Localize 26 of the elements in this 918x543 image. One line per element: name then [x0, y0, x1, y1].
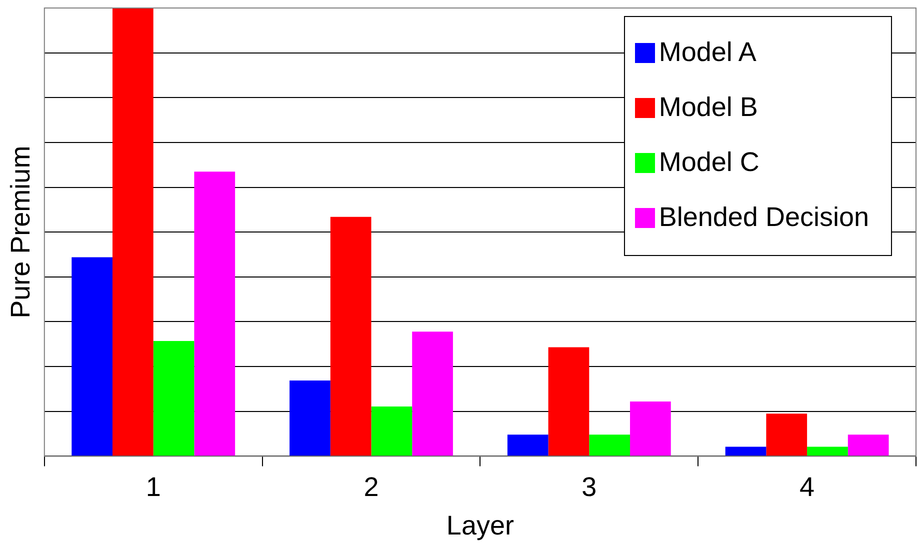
bar — [766, 414, 808, 456]
bar — [194, 172, 236, 456]
x-axis-title: Layer — [446, 510, 514, 540]
bar — [153, 341, 194, 456]
bar — [330, 216, 372, 456]
y-axis-title: Pure Premium — [6, 146, 36, 318]
bar — [630, 402, 671, 456]
bar — [725, 446, 766, 456]
bar — [507, 434, 548, 456]
bar — [807, 446, 848, 456]
bar — [72, 257, 112, 456]
bar — [589, 434, 630, 456]
x-tick-label: 4 — [800, 472, 815, 502]
legend-label: Model C — [658, 147, 760, 178]
bar — [290, 380, 330, 456]
bar — [371, 406, 412, 456]
bar — [112, 8, 154, 456]
legend-label: Model A — [658, 37, 756, 68]
bar — [548, 347, 590, 456]
legend-label: Blended Decision — [658, 202, 869, 233]
bar — [848, 434, 889, 456]
x-tick-label: 2 — [364, 472, 379, 502]
x-tick-label: 3 — [582, 472, 597, 502]
x-tick-label: 1 — [146, 472, 161, 502]
bar — [412, 332, 453, 456]
legend-label: Model B — [658, 92, 758, 123]
